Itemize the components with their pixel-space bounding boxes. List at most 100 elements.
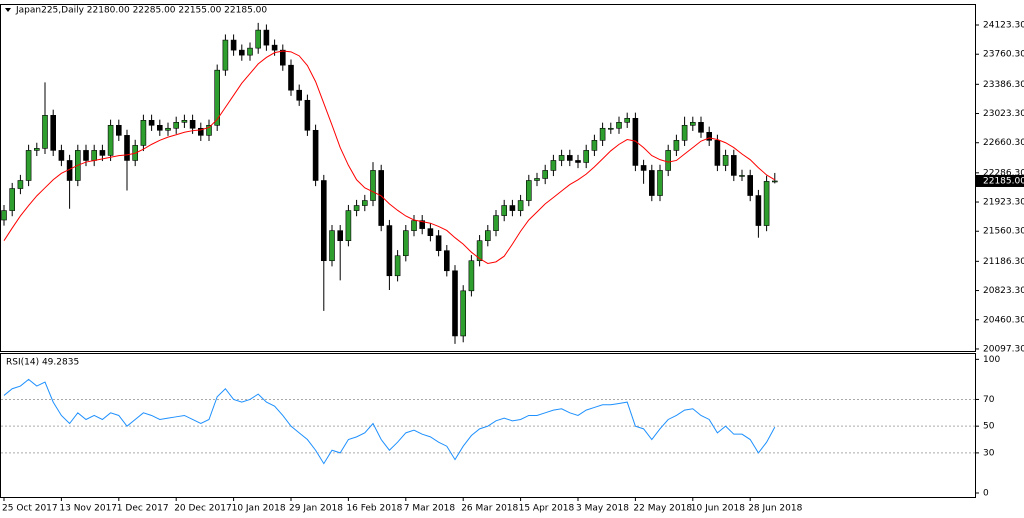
- candle-body: [558, 155, 565, 161]
- candle-body: [509, 205, 516, 211]
- candle-body: [640, 165, 647, 171]
- rsi-panel: [0, 353, 976, 498]
- x-tick-label: 7 Mar 2018: [404, 504, 456, 514]
- candle-body: [1, 210, 7, 221]
- x-tick-label: 13 Nov 2017: [59, 504, 117, 514]
- candle-body: [525, 180, 532, 201]
- candle-body: [107, 124, 114, 156]
- candle-body: [755, 195, 762, 226]
- candle-body: [361, 200, 368, 206]
- candle-body: [534, 178, 540, 181]
- candle-body: [296, 89, 303, 101]
- candle-body: [370, 170, 376, 201]
- candle-body: [189, 120, 196, 129]
- candle-body: [665, 150, 672, 171]
- candle-body: [312, 129, 319, 181]
- x-tick-label: 1 Dec 2017: [117, 504, 169, 514]
- candle-body: [714, 140, 721, 166]
- candle-body: [206, 124, 212, 136]
- y-tick-label: 20460.30: [983, 315, 1024, 325]
- candle-body: [583, 150, 590, 163]
- candle-body: [599, 127, 606, 141]
- candle-body: [575, 160, 581, 163]
- x-tick-label: 20 Dec 2017: [174, 504, 232, 514]
- candle-body: [763, 181, 770, 226]
- candle-body: [304, 99, 311, 131]
- y-tick-label: 0: [983, 488, 989, 498]
- candle-body: [747, 175, 754, 196]
- candle-body: [632, 117, 639, 166]
- candle-body: [648, 170, 655, 196]
- candle-body: [214, 69, 220, 126]
- candle-body: [427, 228, 434, 236]
- y-tick-label: 23386.30: [983, 80, 1024, 90]
- candle-body: [124, 135, 130, 161]
- candle-body: [288, 64, 294, 91]
- y-tick-label: 22660.30: [983, 138, 1024, 148]
- candle-body: [402, 230, 409, 257]
- candle-body: [320, 180, 327, 262]
- candle-body: [279, 49, 286, 66]
- y-tick-label: 100: [983, 355, 1000, 365]
- candle-body: [624, 117, 631, 123]
- y-tick-label: 21186.30: [983, 257, 1024, 267]
- candle-body: [337, 230, 344, 241]
- menu-arrow[interactable]: [5, 8, 11, 12]
- candle-body: [501, 205, 508, 216]
- candle-body: [255, 29, 261, 49]
- y-tick-label: 23760.30: [983, 50, 1024, 60]
- candle-body: [386, 225, 393, 277]
- candle-body: [484, 230, 491, 241]
- candle-body: [476, 240, 483, 262]
- rsi-title: RSI(14) 49.2835: [6, 358, 79, 368]
- y-tick-label: 23023.30: [983, 109, 1024, 119]
- candle-body: [673, 140, 680, 151]
- candle-body: [91, 150, 97, 161]
- x-tick-label: 3 May 2018: [576, 504, 629, 514]
- x-tick-label: 29 Jan 2018: [289, 504, 343, 514]
- x-tick-label: 16 Feb 2018: [346, 504, 402, 514]
- candle-body: [173, 122, 179, 129]
- candle-body: [460, 290, 467, 337]
- candle-body: [116, 124, 122, 136]
- candle-body: [345, 210, 352, 241]
- candle-body: [591, 140, 598, 151]
- y-tick-label: 21560.30: [983, 227, 1024, 237]
- candle-body: [706, 131, 713, 141]
- candle-body: [452, 270, 458, 337]
- candle-body: [771, 180, 778, 183]
- candle-body: [222, 39, 229, 71]
- y-tick-label: 20823.30: [983, 286, 1024, 296]
- candle-body: [157, 124, 163, 131]
- candle-body: [165, 127, 171, 131]
- candle-body: [443, 250, 450, 272]
- candle-body: [435, 235, 442, 251]
- x-tick-label: 26 Mar 2018: [461, 504, 518, 514]
- price-panel: [0, 4, 976, 352]
- candle-body: [411, 220, 417, 231]
- candle-body: [468, 260, 475, 292]
- y-tick-label: 20097.30: [983, 344, 1024, 354]
- candle-body: [550, 160, 557, 171]
- y-tick-label: 70: [983, 395, 995, 405]
- y-tick-label: 21923.30: [983, 198, 1024, 208]
- x-tick-label: 25 Oct 2017: [2, 504, 58, 514]
- candle-body: [698, 122, 704, 133]
- candle-body: [517, 200, 524, 211]
- y-tick-label: 50: [983, 422, 995, 432]
- candle-body: [681, 124, 688, 141]
- x-tick-label: 10 Jan 2018: [232, 504, 286, 514]
- candle-body: [493, 215, 499, 231]
- candle-body: [419, 220, 426, 229]
- candle-body: [230, 39, 237, 51]
- last-price-label: 22185.00: [983, 176, 1024, 186]
- candle-body: [730, 155, 737, 176]
- x-tick-label: 10 Jun 2018: [691, 504, 745, 514]
- candle-body: [181, 120, 188, 123]
- candle-body: [83, 150, 89, 161]
- x-tick-label: 28 Jun 2018: [748, 504, 802, 514]
- candle-body: [99, 150, 106, 156]
- candle-body: [42, 115, 48, 149]
- candle-body: [542, 170, 549, 179]
